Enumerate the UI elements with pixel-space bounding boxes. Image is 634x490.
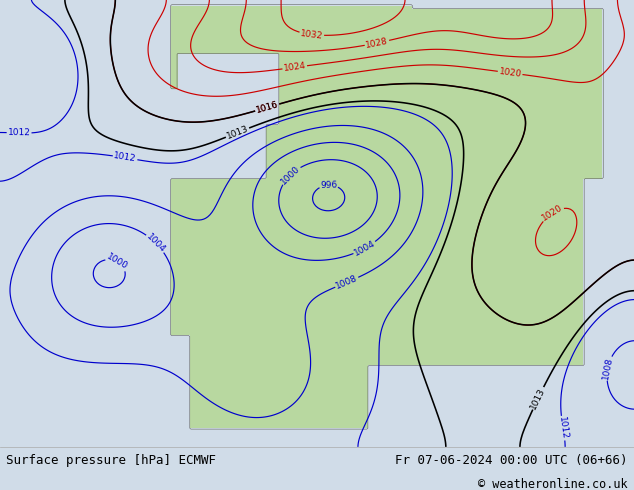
- Text: 1012: 1012: [113, 151, 137, 164]
- Text: 1013: 1013: [225, 124, 250, 141]
- Text: 1016: 1016: [255, 100, 280, 115]
- Text: 1020: 1020: [498, 67, 522, 79]
- Text: 1000: 1000: [279, 164, 302, 186]
- Text: Fr 07-06-2024 00:00 UTC (06+66): Fr 07-06-2024 00:00 UTC (06+66): [395, 454, 628, 467]
- Text: 1008: 1008: [335, 274, 359, 291]
- Text: 1028: 1028: [365, 36, 389, 49]
- Text: 1004: 1004: [353, 239, 377, 258]
- Text: 1012: 1012: [557, 416, 569, 440]
- Text: 1008: 1008: [601, 356, 614, 381]
- Text: 1020: 1020: [540, 203, 565, 223]
- Text: 1016: 1016: [255, 100, 280, 115]
- Text: © weatheronline.co.uk: © weatheronline.co.uk: [478, 478, 628, 490]
- Text: 1000: 1000: [105, 252, 129, 271]
- Text: Surface pressure [hPa] ECMWF: Surface pressure [hPa] ECMWF: [6, 454, 216, 467]
- Text: 1024: 1024: [283, 61, 307, 74]
- Text: 1013: 1013: [529, 386, 547, 411]
- Text: 1012: 1012: [8, 128, 30, 138]
- Text: 1032: 1032: [300, 28, 323, 41]
- Text: 1004: 1004: [145, 232, 167, 254]
- Text: 996: 996: [320, 180, 337, 190]
